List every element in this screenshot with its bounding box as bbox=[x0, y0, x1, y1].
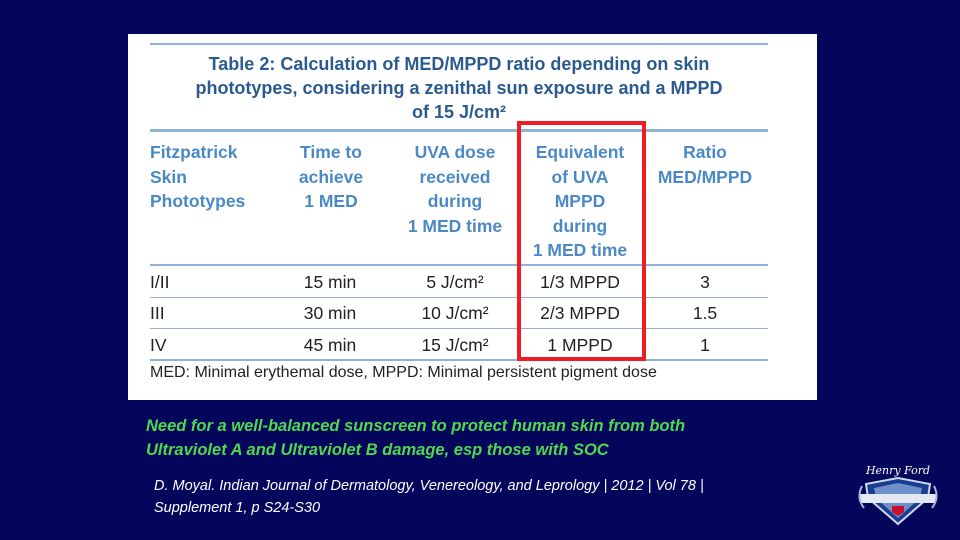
table-cell: 15 J/cm² bbox=[421, 335, 489, 355]
citation-line-1: D. Moyal. Indian Journal of Dermatology,… bbox=[154, 478, 704, 494]
header-ratio: Ratio MED/MPPD bbox=[657, 142, 753, 187]
caption-line-1: Need for a well-balanced sunscreen to pr… bbox=[146, 417, 686, 435]
header-top-rule bbox=[150, 129, 768, 132]
citation: D. Moyal. Indian Journal of Dermatology,… bbox=[154, 475, 834, 519]
table-cell: 10 J/cm² bbox=[421, 303, 489, 323]
table-title-line-1: Table 2: Calculation of MED/MPPD ratio d… bbox=[208, 54, 710, 74]
table-cell: 3 bbox=[700, 272, 710, 292]
row-divider bbox=[150, 297, 768, 298]
henry-ford-logo: Henry Ford bbox=[852, 462, 944, 528]
table-cell: 2/3 MPPD bbox=[540, 303, 620, 323]
table-title-line-2: phototypes, considering a zenithal sun e… bbox=[195, 78, 723, 98]
henry-ford-crest-icon: Henry Ford bbox=[858, 464, 938, 526]
header-phototypes: Fitzpatrick Skin Phototypes bbox=[150, 142, 246, 211]
table-footnote: MED: Minimal erythemal dose, MPPD: Minim… bbox=[150, 364, 657, 381]
table-cell: III bbox=[150, 303, 165, 323]
table-cell: 45 min bbox=[303, 335, 357, 355]
table-bottom-rule bbox=[150, 359, 768, 361]
citation-line-2: Supplement 1, p S24-S30 bbox=[154, 500, 321, 516]
header-equivalent-mppd: Equivalent of UVA MPPD during 1 MED time bbox=[532, 142, 628, 260]
table-cell: 15 min bbox=[303, 272, 357, 292]
caption: Need for a well-balanced sunscreen to pr… bbox=[146, 414, 846, 462]
table-cell: 5 J/cm² bbox=[426, 272, 484, 292]
row-divider bbox=[150, 328, 768, 329]
table-cell: I/II bbox=[150, 272, 170, 292]
table-cell: 1/3 MPPD bbox=[540, 272, 620, 292]
table-top-rule bbox=[150, 43, 768, 45]
table-title: Table 2: Calculation of MED/MPPD ratio d… bbox=[150, 52, 768, 124]
table-cell: 1 bbox=[700, 335, 710, 355]
header-time-to-med: Time to achieve 1 MED bbox=[298, 142, 364, 211]
table-cell: 30 min bbox=[303, 303, 357, 323]
table-image: Table 2: Calculation of MED/MPPD ratio d… bbox=[128, 34, 817, 400]
table-cell: IV bbox=[150, 335, 167, 355]
highlight-box bbox=[517, 121, 646, 361]
header-uva-dose: UVA dose received during 1 MED time bbox=[407, 142, 503, 236]
table-cell: 1 MPPD bbox=[547, 335, 613, 355]
table-cell: 1.5 bbox=[692, 303, 718, 323]
logo-script: Henry Ford bbox=[865, 464, 930, 477]
header-bottom-rule bbox=[150, 264, 768, 266]
caption-line-2: Ultraviolet A and Ultraviolet B damage, … bbox=[146, 441, 609, 459]
table-title-line-3: of 15 J/cm² bbox=[411, 102, 507, 122]
